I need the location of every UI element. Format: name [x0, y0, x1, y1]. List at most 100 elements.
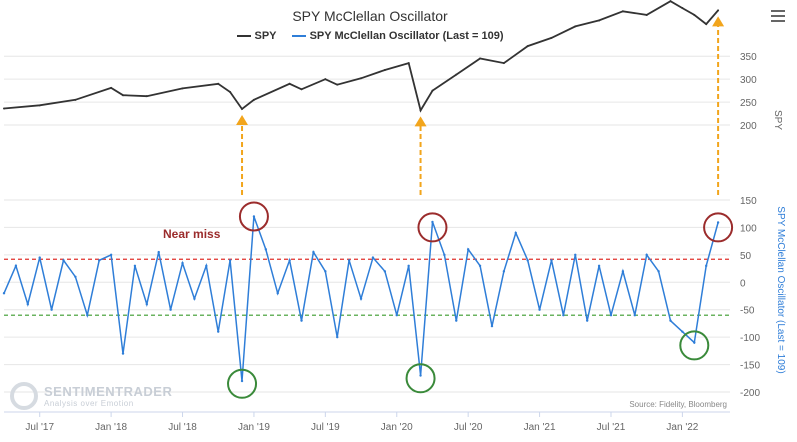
spy-point: [598, 19, 601, 22]
spy-point: [110, 86, 113, 89]
spy-point: [645, 13, 648, 16]
chart-title: SPY McClellan Oscillator: [292, 8, 448, 24]
oscillator-point: [371, 256, 375, 259]
sentimentrader-logo-icon: [10, 382, 38, 410]
x-tick-label: Jan '19: [238, 422, 270, 433]
oscillator-point: [133, 264, 137, 268]
oscillator-point: [86, 314, 89, 317]
oscillator-point: [681, 330, 684, 333]
oscillator-point: [336, 335, 339, 339]
spy-point: [181, 87, 184, 90]
oscillator-point: [157, 250, 160, 254]
oscillator-point: [514, 231, 517, 235]
x-tick-label: Jul '20: [454, 422, 483, 433]
oscillator-point: [50, 308, 53, 311]
spy-point: [241, 108, 244, 110]
spy-point: [455, 73, 458, 76]
spy-point: [550, 36, 553, 39]
spy-point: [526, 45, 529, 48]
oscillator-point: [347, 259, 351, 262]
legend-swatch-spy: [236, 35, 251, 37]
x-tick-label: Jul '21: [597, 422, 626, 433]
oscillator-point: [431, 220, 434, 224]
legend: SPY SPY McClellan Oscillator (Last = 109…: [0, 28, 740, 42]
osc-tick-label: -150: [740, 361, 760, 372]
oscillator-point: [205, 264, 208, 268]
spy-point: [717, 9, 720, 12]
annotation-arrow-head: [414, 116, 427, 127]
spy-tick-label: 350: [740, 52, 757, 63]
oscillator-point: [383, 270, 387, 273]
osc-tick-label: -100: [740, 333, 760, 344]
oscillator-point: [217, 330, 220, 333]
oscillator-point: [693, 341, 696, 344]
oscillator-point: [193, 297, 196, 300]
oscillator-point: [62, 259, 65, 262]
spy-point: [3, 107, 5, 110]
oscillator-point: [419, 374, 422, 377]
osc-axis-title: SPY McClellan Oscillator (Last = 109): [775, 206, 786, 373]
spy-axis-title: SPY: [772, 110, 783, 130]
oscillator-point: [264, 248, 268, 251]
oscillator-point: [252, 215, 256, 218]
x-tick-label: Jul '19: [311, 422, 340, 433]
oscillator-point: [240, 379, 244, 383]
spy-point: [479, 57, 482, 60]
oscillator-point: [181, 261, 184, 265]
oscillator-point: [98, 259, 101, 262]
oscillator-point: [312, 250, 315, 254]
x-tick-label: Jul '17: [25, 422, 54, 433]
osc-tick-label: 50: [740, 251, 752, 262]
green-highlight-circle: [679, 330, 710, 361]
x-tick-label: Jan '22: [666, 422, 698, 433]
x-tick-label: Jan '21: [524, 422, 556, 433]
osc-tick-label: 150: [740, 196, 757, 207]
menu-bar: [771, 20, 785, 22]
spy-point: [324, 78, 327, 81]
oscillator-point: [716, 221, 720, 224]
x-tick-label: Jan '20: [381, 422, 413, 433]
spy-point: [145, 95, 148, 98]
spy-point: [705, 23, 708, 26]
annotation-arrow-head: [236, 115, 249, 125]
spy-point: [38, 104, 41, 107]
oscillator-point: [276, 292, 279, 295]
oscillator-point: [574, 253, 577, 257]
spy-point: [669, 0, 672, 3]
oscillator-point: [502, 270, 506, 273]
legend-item-spy[interactable]: SPY: [236, 30, 277, 42]
spy-point: [360, 77, 363, 80]
oscillator-point: [324, 270, 327, 273]
oscillator-point: [669, 319, 672, 322]
menu-bar: [771, 10, 785, 12]
spy-point: [300, 88, 303, 91]
oscillator-point: [466, 248, 470, 251]
oscillator-point: [288, 259, 291, 262]
oscillator-point: [443, 253, 446, 257]
x-tick-label: Jan '18: [95, 422, 127, 433]
oscillator-point: [490, 324, 494, 328]
spy-point: [383, 69, 386, 71]
source-credit: Source: Fidelity, Bloomberg: [629, 400, 727, 409]
spy-point: [74, 98, 77, 101]
oscillator-point: [633, 314, 636, 317]
red-highlight-circle: [238, 201, 269, 232]
oscillator-point: [585, 319, 589, 322]
oscillator-point: [455, 319, 458, 322]
oscillator-point: [538, 308, 541, 311]
hamburger-menu-icon[interactable]: [771, 10, 785, 22]
spy-point: [336, 83, 339, 86]
spy-tick-label: 250: [740, 98, 757, 109]
spy-series-line: [3, 0, 719, 113]
annotation-arrow-head: [712, 16, 725, 27]
oscillator-point: [300, 319, 303, 322]
oscillator-point: [526, 259, 529, 262]
osc-tick-label: -50: [740, 306, 755, 317]
osc-tick-label: 100: [740, 223, 757, 234]
osc-tick-label: 0: [740, 278, 746, 289]
oscillator-point: [14, 264, 18, 268]
legend-item-oscillator[interactable]: SPY McClellan Oscillator (Last = 109): [291, 30, 503, 42]
oscillator-point: [562, 314, 565, 317]
